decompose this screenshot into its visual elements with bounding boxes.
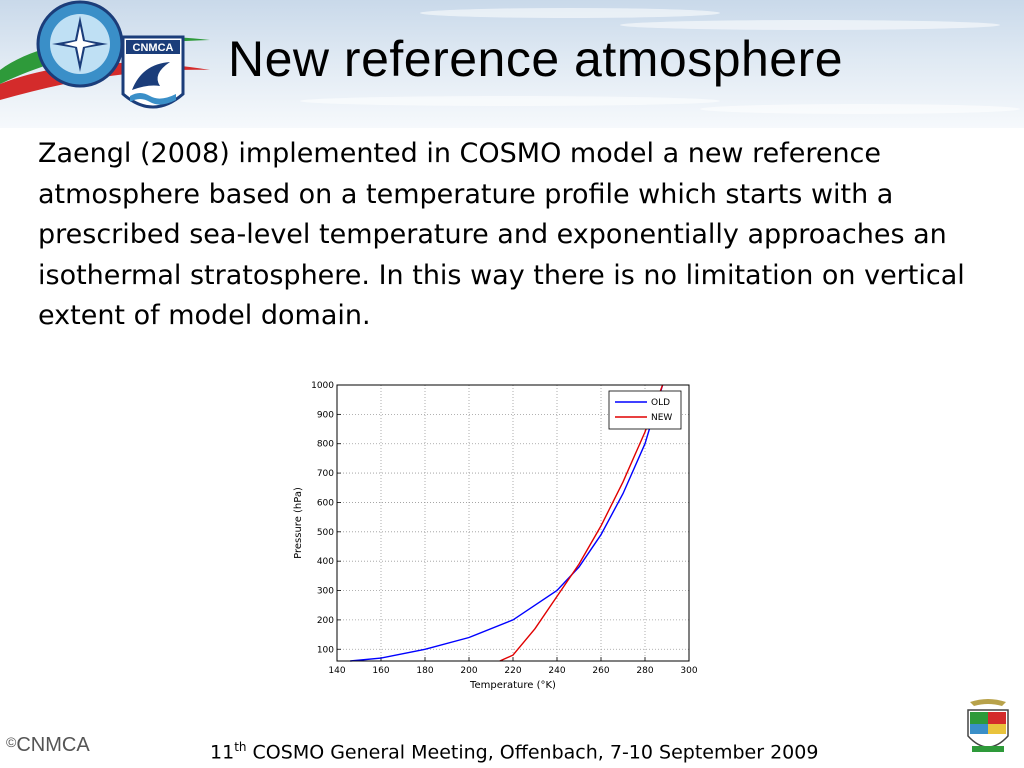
copyright-symbol: © [6,734,17,750]
x-tick-label: 240 [548,666,565,676]
legend-label-new: NEW [651,413,672,423]
x-tick-label: 200 [460,666,477,676]
x-tick-label: 160 [372,666,389,676]
grid [336,384,690,661]
cloud-streak [700,104,1020,114]
footer-meeting-number: 11 [210,741,235,764]
logo-area: CNMCA [0,0,210,128]
y-tick-label: 1000 [311,381,334,391]
cnmca-shield-icon: CNMCA [121,35,185,109]
legend: OLD NEW [608,390,682,430]
footer-logo-text: CNMCA [16,734,90,756]
footer-meeting-text: COSMO General Meeting, Offenbach, 7-10 S… [246,741,819,764]
plot-frame [336,384,690,662]
legend-label-old: OLD [651,398,670,408]
y-tick-label: 900 [317,410,334,420]
cloud-streak [420,8,720,18]
slide-body-text: Zaengl (2008) implemented in COSMO model… [38,138,965,331]
y-tick-label: 300 [317,587,334,597]
shield-label: CNMCA [133,42,174,54]
y-axis-label: Pressure (hPa) [293,487,304,559]
tick-labels: 140 160 180 200 220 240 260 280 300 100 200 300 400 5… [311,381,698,676]
air-force-crest-icon [967,699,1009,752]
y-tick-label: 400 [317,557,334,567]
cloud-streak [300,96,720,106]
footer-meeting-info: 11th COSMO General Meeting, Offenbach, 7… [210,740,830,763]
x-tick-label: 260 [592,666,609,676]
slide-title: New reference atmosphere [228,31,844,87]
cloud-streak [620,20,1000,30]
x-tick-label: 180 [416,666,433,676]
x-tick-label: 140 [328,666,345,676]
y-tick-label: 500 [317,528,334,538]
y-tick-label: 200 [317,616,334,626]
x-tick-label: 280 [636,666,653,676]
x-axis-label: Temperature (°K) [469,680,556,691]
x-tick-label: 300 [680,666,697,676]
y-tick-label: 600 [317,498,334,508]
x-tick-label: 220 [504,666,521,676]
y-tick-label: 700 [317,469,334,479]
legend-box [608,390,682,430]
footer-meeting-ordinal: th [234,740,247,754]
chart: 140 160 180 200 220 240 260 280 300 100 200 300 400 5… [288,376,708,696]
series-line-new [499,384,664,662]
series-lines [350,384,664,662]
y-tick-label: 100 [317,645,334,655]
footer-logo: ©CNMCA [6,734,90,757]
aeronautica-meteorological-service-emblem-icon [36,0,124,88]
y-tick-label: 800 [317,440,334,450]
pressure-temperature-chart: 140 160 180 200 220 240 260 280 300 100 200 300 400 5… [293,381,698,691]
series-line-old [350,384,664,662]
